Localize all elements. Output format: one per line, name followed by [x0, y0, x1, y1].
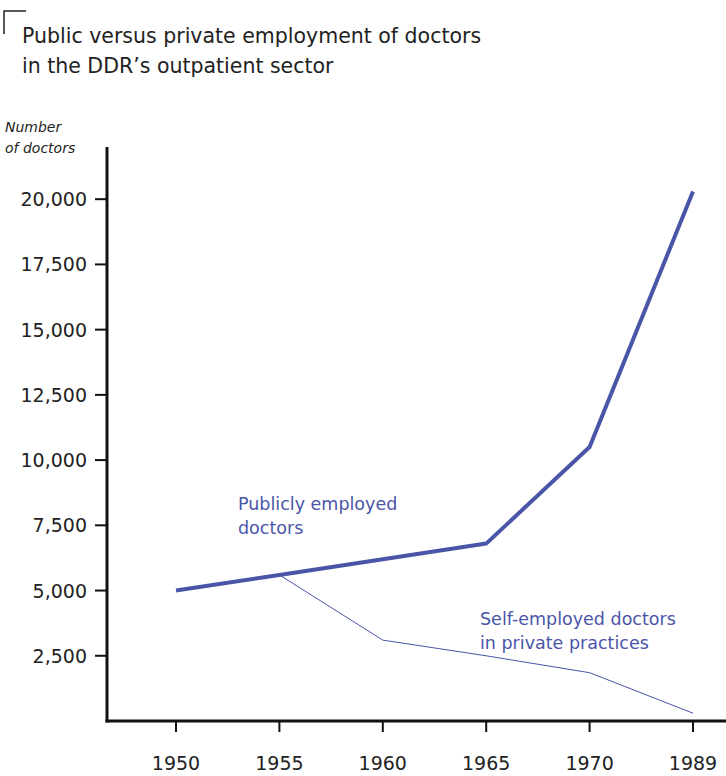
- title: Public versus private employment of doct…: [22, 24, 481, 78]
- x-tick-label: 1965: [462, 752, 510, 774]
- series-label: Publicly employed doctors: [238, 494, 397, 538]
- y-tick-label: 7,500: [33, 514, 87, 536]
- text-line: Self-employed doctors: [480, 609, 676, 629]
- series-line: [176, 191, 693, 590]
- y-tick: [95, 394, 107, 396]
- x-tick: [278, 721, 280, 732]
- x-tick-label: 1955: [255, 752, 303, 774]
- x-axis: [106, 720, 726, 723]
- y-tick-label: 17,500: [21, 253, 87, 275]
- x-tick: [589, 721, 591, 732]
- y-tick-label: 20,000: [21, 188, 87, 210]
- text-line: in the DDR’s outpatient sector: [22, 54, 334, 78]
- y-tick: [95, 329, 107, 331]
- x-tick: [485, 721, 487, 732]
- text-line: in private practices: [480, 633, 649, 653]
- x-tick: [382, 721, 384, 732]
- series-line: [279, 575, 693, 713]
- y-tick: [95, 590, 107, 592]
- y-tick: [95, 524, 107, 526]
- x-tick: [175, 721, 177, 732]
- text-line: Public versus private employment of doct…: [22, 24, 481, 48]
- x-tick-label: 1960: [359, 752, 407, 774]
- y-tick-label: 5,000: [33, 580, 87, 602]
- text-line: Number: [5, 119, 62, 135]
- y-tick: [95, 459, 107, 461]
- series-label: Self-employed doctors in private practice…: [480, 609, 676, 653]
- y-tick-label: 10,000: [21, 449, 87, 471]
- y-axis: [106, 147, 109, 723]
- y-tick-label: 15,000: [21, 319, 87, 341]
- chart: Public versus private employment of doct…: [0, 0, 726, 776]
- x-tick-label: 1950: [152, 752, 200, 774]
- plot-area: [176, 191, 693, 713]
- y-tick: [95, 263, 107, 265]
- x-tick: [692, 721, 694, 732]
- x-tick-label: 1970: [565, 752, 613, 774]
- text-line: Publicly employed: [238, 494, 397, 514]
- y-tick-label: 2,500: [33, 645, 87, 667]
- text-line: doctors: [238, 518, 303, 538]
- y-tick: [95, 655, 107, 657]
- y-axis-label: Number of doctors: [5, 119, 75, 156]
- x-tick-label: 1989: [669, 752, 717, 774]
- text-line: of doctors: [5, 140, 75, 156]
- y-tick-label: 12,500: [21, 384, 87, 406]
- y-tick: [95, 198, 107, 200]
